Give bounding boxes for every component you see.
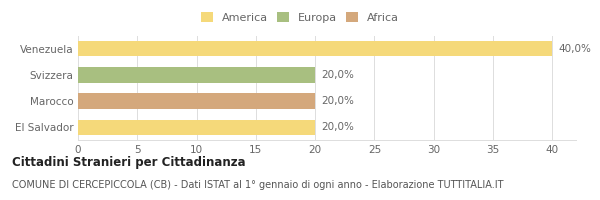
Text: 20,0%: 20,0%	[321, 70, 354, 80]
Text: 40,0%: 40,0%	[558, 44, 591, 54]
Text: 20,0%: 20,0%	[321, 122, 354, 132]
Bar	[78, 41, 552, 56]
Text: Cittadini Stranieri per Cittadinanza: Cittadini Stranieri per Cittadinanza	[12, 156, 245, 169]
Legend: America, Europa, Africa: America, Europa, Africa	[196, 8, 404, 27]
Bar	[78, 67, 315, 83]
Bar	[78, 120, 315, 135]
Bar	[78, 93, 315, 109]
Text: COMUNE DI CERCEPICCOLA (CB) - Dati ISTAT al 1° gennaio di ogni anno - Elaborazio: COMUNE DI CERCEPICCOLA (CB) - Dati ISTAT…	[12, 180, 503, 190]
Text: 20,0%: 20,0%	[321, 96, 354, 106]
